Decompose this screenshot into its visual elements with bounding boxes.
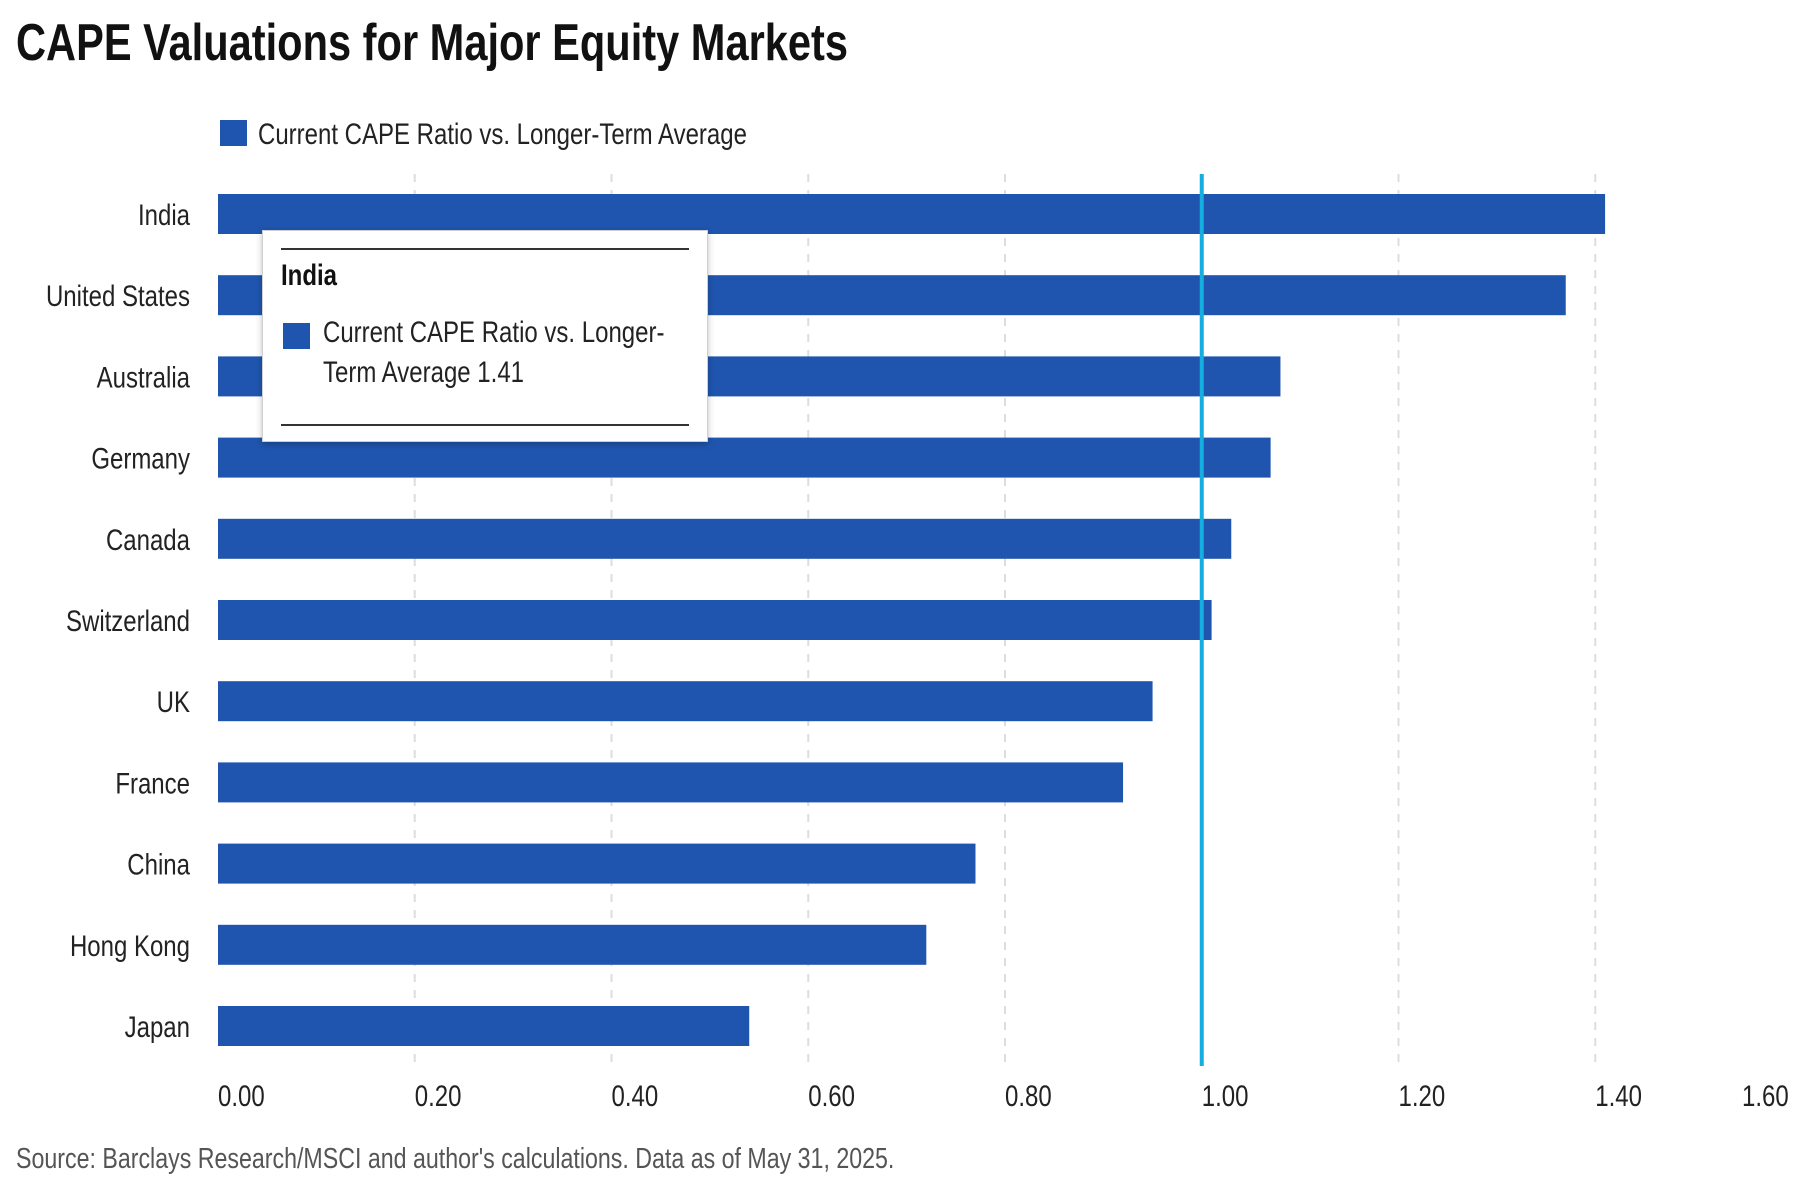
tooltip-text: Current CAPE Ratio vs. Longer- Term Aver…	[323, 313, 723, 393]
y-category-label: Canada	[106, 522, 191, 556]
y-category-label: Germany	[91, 441, 190, 475]
tooltip-swatch	[283, 323, 310, 349]
bar	[218, 843, 976, 884]
chart-title: CAPE Valuations for Major Equity Markets	[16, 13, 848, 72]
x-tick-label: 0.60	[808, 1078, 855, 1112]
x-tick-label: 1.40	[1595, 1078, 1642, 1112]
x-tick-label: 1.60	[1742, 1078, 1789, 1112]
bar	[218, 194, 1606, 234]
tooltip-title: India	[281, 259, 338, 292]
bar	[218, 1006, 750, 1046]
y-category-label: Hong Kong	[70, 928, 190, 962]
y-category-label: Japan	[125, 1009, 190, 1043]
tooltip-top-rule	[281, 248, 689, 250]
bar	[218, 681, 1153, 722]
bar	[218, 762, 1124, 803]
x-tick-label: 0.00	[218, 1078, 265, 1112]
bar	[218, 924, 927, 965]
y-category-label: France	[115, 766, 190, 800]
tooltip-bottom-rule	[281, 424, 689, 426]
y-category-label: Australia	[97, 360, 191, 394]
x-tick-label: 1.00	[1202, 1078, 1249, 1112]
x-tick-label: 0.40	[612, 1078, 659, 1112]
x-tick-label: 1.20	[1399, 1078, 1446, 1112]
x-tick-label: 0.20	[415, 1078, 462, 1112]
y-category-label: United States	[46, 279, 190, 313]
x-tick-label: 0.80	[1005, 1078, 1052, 1112]
y-category-label: India	[138, 197, 191, 231]
legend-label: Current CAPE Ratio vs. Longer-Term Avera…	[258, 116, 747, 150]
legend-swatch	[220, 120, 247, 146]
y-category-label: China	[127, 847, 190, 881]
tooltip-india: India Current CAPE Ratio vs. Longer- Ter…	[262, 230, 708, 442]
bar	[218, 518, 1232, 559]
bar	[218, 437, 1271, 478]
source-note: Source: Barclays Research/MSCI and autho…	[16, 1141, 894, 1174]
bar	[218, 600, 1212, 640]
y-category-label: UK	[157, 685, 190, 719]
tooltip-line-2: Term Average 1.41	[323, 356, 525, 389]
tooltip-line-1: Current CAPE Ratio vs. Longer-	[323, 316, 665, 349]
y-category-label: Switzerland	[66, 603, 190, 637]
